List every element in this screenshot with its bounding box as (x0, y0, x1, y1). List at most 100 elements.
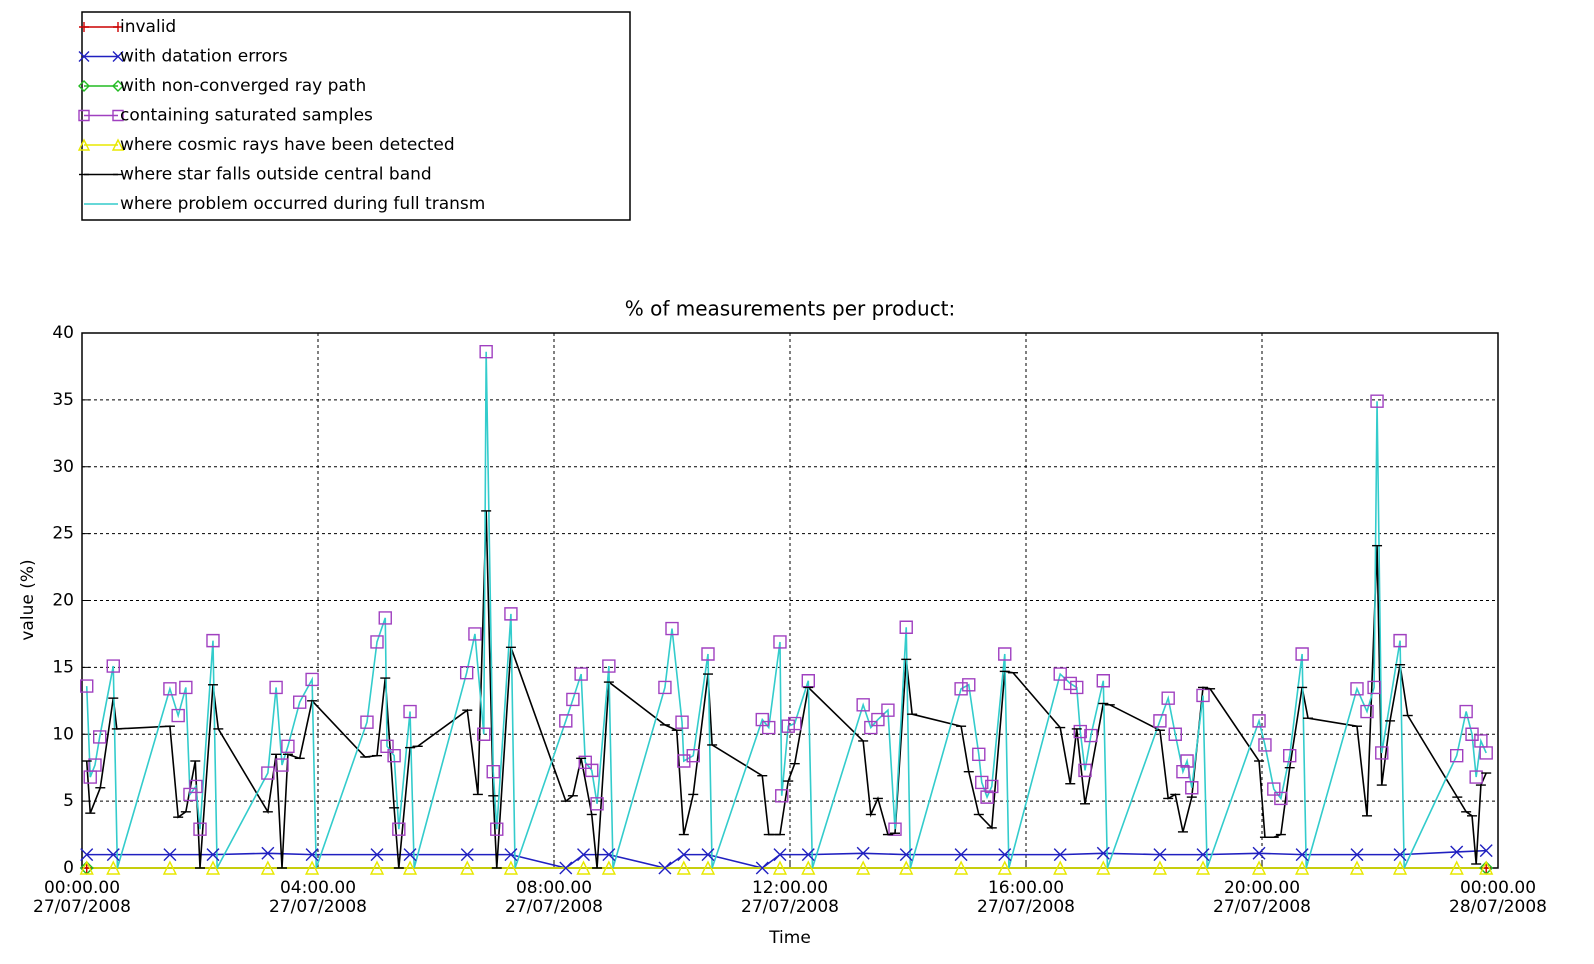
point-marker (370, 848, 384, 862)
point-marker (305, 848, 319, 862)
point-marker (1096, 674, 1110, 688)
point-marker (193, 822, 207, 836)
legend-label: where cosmic rays have been detected (120, 135, 455, 155)
point-marker (162, 860, 178, 875)
point-marker (962, 678, 976, 692)
legend-marker (112, 80, 124, 92)
point-marker (871, 712, 885, 727)
x-axis-label: Time (768, 928, 811, 948)
point-marker (1053, 667, 1067, 681)
point-marker (781, 719, 795, 733)
point-marker (1350, 848, 1364, 862)
point-marker (1375, 746, 1389, 760)
point-marker (1096, 860, 1111, 875)
point-marker (304, 860, 320, 875)
point-marker (801, 860, 816, 875)
legend-marker (78, 80, 90, 92)
point-marker (261, 766, 275, 780)
point-marker (574, 667, 588, 681)
point-marker (1252, 714, 1266, 728)
point-marker (1152, 860, 1168, 875)
point-marker (997, 860, 1012, 875)
point-marker (755, 712, 769, 727)
point-marker (504, 607, 518, 621)
point-marker (459, 666, 474, 680)
point-marker (1180, 754, 1194, 768)
point-marker (881, 703, 895, 717)
legend-label: containing saturated samples (120, 106, 373, 126)
point-marker (275, 758, 289, 772)
point-marker (403, 704, 417, 719)
point-marker (665, 621, 679, 636)
point-marker (676, 860, 691, 875)
series-line (85, 351, 1487, 872)
point-marker (985, 779, 999, 794)
point-marker (1295, 848, 1309, 862)
point-marker (1267, 782, 1281, 796)
point-marker (856, 860, 871, 875)
legend-marker (112, 51, 124, 62)
point-marker (1073, 724, 1087, 739)
point-marker (460, 860, 475, 875)
y-tick-label: 40 (52, 323, 74, 343)
point-marker (1153, 848, 1167, 862)
point-marker (856, 846, 870, 860)
point-marker (700, 860, 716, 875)
point-marker (1070, 680, 1084, 695)
point-marker (206, 848, 220, 862)
y-axis-label: value (%) (18, 559, 38, 640)
point-marker (80, 679, 94, 693)
x-tick-label: 16:00.00 27/07/2008 (977, 878, 1075, 917)
point-marker (972, 747, 986, 762)
point-marker (504, 848, 518, 862)
point-marker (701, 848, 715, 862)
point-marker (864, 720, 878, 735)
point-marker (1161, 691, 1175, 705)
point-marker (658, 861, 672, 875)
point-marker (1153, 714, 1167, 728)
point-marker (1479, 844, 1493, 858)
point-marker (1450, 845, 1464, 859)
point-marker (171, 708, 185, 723)
point-marker (189, 779, 203, 794)
point-marker (380, 739, 394, 753)
point-marker (1449, 860, 1464, 875)
point-marker (755, 861, 769, 875)
point-marker (1294, 860, 1310, 875)
legend-marker (78, 109, 90, 122)
point-marker (79, 860, 94, 875)
legend-label: invalid (120, 17, 176, 37)
point-marker (559, 714, 573, 728)
point-marker (1479, 746, 1493, 760)
point-marker (1168, 727, 1182, 741)
point-marker (1392, 860, 1408, 875)
point-marker (80, 848, 94, 862)
point-marker (479, 345, 493, 359)
x-tick-label: 00:00.00 27/07/2008 (33, 878, 131, 917)
point-marker (1450, 748, 1464, 763)
point-marker (106, 860, 121, 875)
point-marker (559, 861, 573, 875)
point-marker (899, 848, 913, 862)
point-marker (701, 647, 715, 661)
point-marker (788, 716, 802, 731)
point-marker (477, 727, 491, 741)
point-marker (1195, 860, 1211, 875)
point-marker (179, 680, 193, 695)
point-marker (261, 846, 275, 860)
point-marker (360, 715, 374, 729)
point-marker (1349, 860, 1365, 875)
point-marker (888, 822, 902, 836)
point-marker (486, 765, 500, 779)
point-marker (576, 860, 591, 875)
y-tick-label: 30 (52, 457, 74, 477)
point-marker (460, 848, 474, 862)
point-marker (1367, 680, 1381, 695)
legend-label: with datation errors (120, 47, 288, 67)
point-marker (163, 682, 177, 696)
point-marker (1350, 682, 1364, 696)
x-tick-label: 04:00.00 27/07/2008 (269, 878, 367, 917)
y-tick-label: 20 (52, 591, 74, 611)
point-marker (80, 862, 93, 874)
